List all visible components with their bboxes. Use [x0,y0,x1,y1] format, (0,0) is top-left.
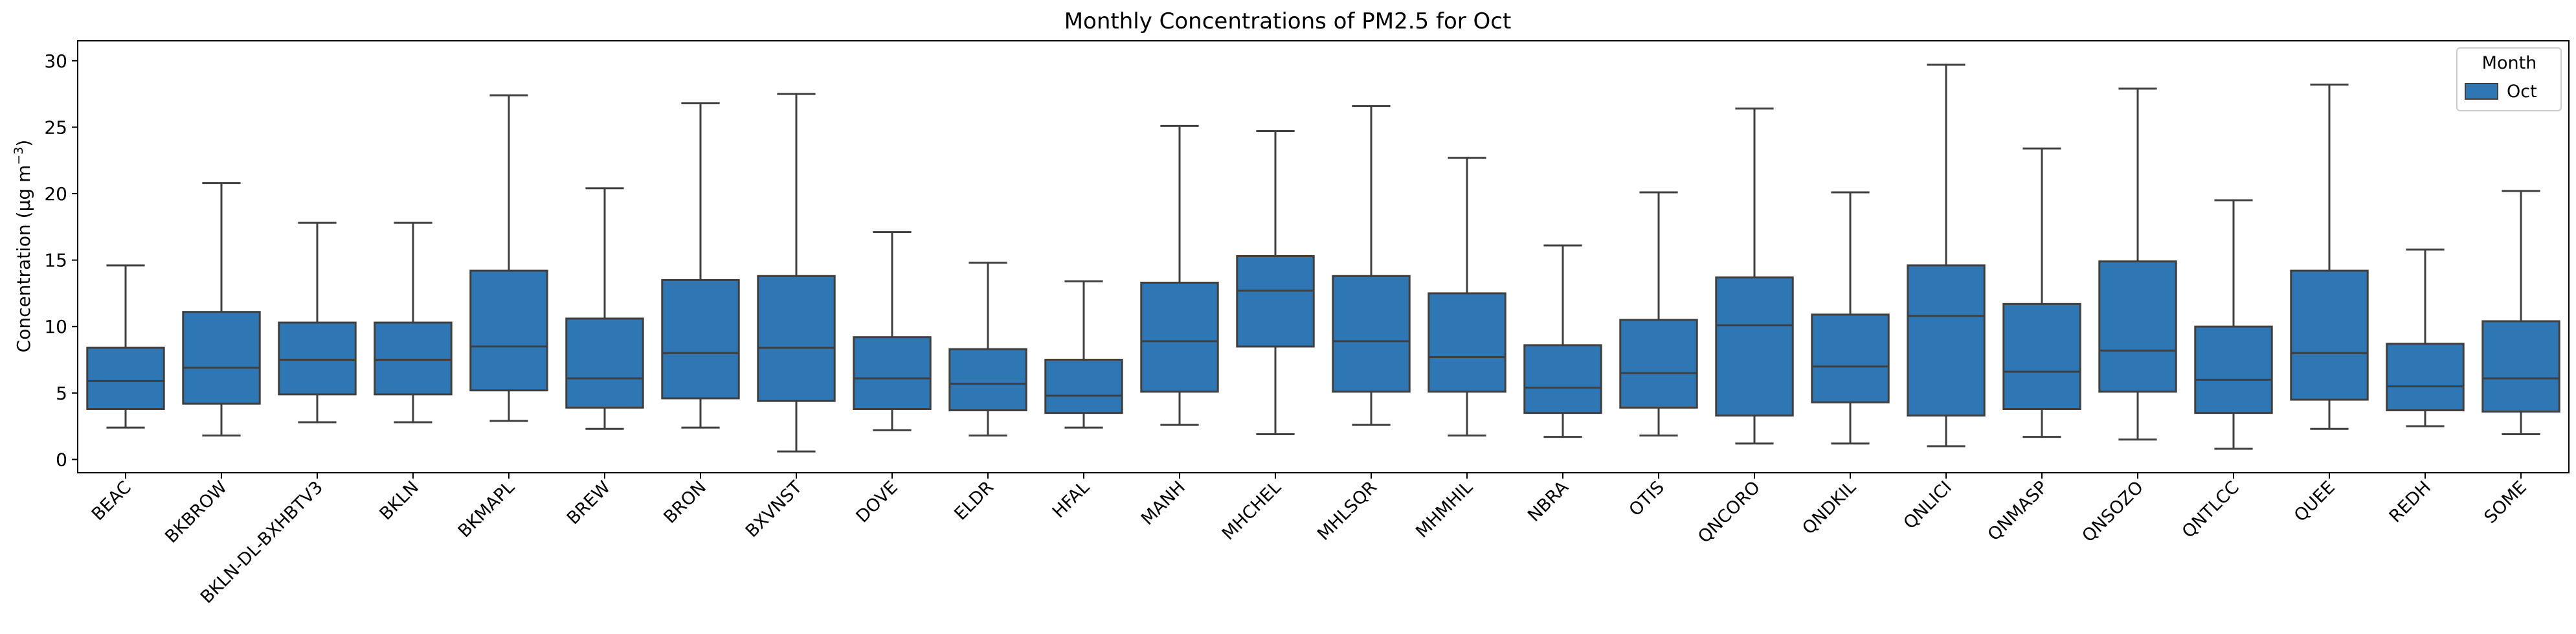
box-qntlcc [2194,199,2273,450]
box-qnlici [1907,63,1986,447]
x-tick-label: OTIS [1626,477,1668,520]
box-dove [853,231,932,431]
x-tick-label: QNTLCC [2178,477,2243,542]
box-manh [1140,124,1219,426]
box-mhchel [1236,130,1315,435]
box-hfal [1044,280,1123,429]
box-bxvnst [757,93,836,453]
legend-swatch-oct [2465,83,2498,100]
box-series-oct [86,63,2560,453]
box-brew [565,187,644,430]
iqr-box [1715,276,1794,417]
iqr-box [1428,292,1506,393]
x-tick-label: MANH [1137,477,1189,529]
box-bron [661,102,740,429]
iqr-box [469,269,548,392]
iqr-box [1044,359,1123,414]
x-tick-label: BKMAPL [454,477,519,541]
box-qncoro [1715,108,1794,445]
legend: Month Oct [2456,47,2562,111]
y-axis-label-sup: −3 [12,147,26,165]
y-axis-label-main: Concentration (μg m [13,165,34,353]
box-bkmapl [469,94,548,422]
iqr-box [86,346,165,410]
x-tick-label: BKLN [375,477,422,524]
x-tick-label: BRON [660,477,710,528]
y-tick-label: 0 [56,449,67,470]
iqr-box [2194,325,2273,414]
iqr-box [2481,320,2560,413]
x-tick-label: BXVNST [742,477,807,542]
box-otis [1619,191,1698,437]
iqr-box [1523,344,1602,414]
legend-title: Month [2482,53,2537,73]
box-qndkil [1811,191,1890,445]
iqr-box [1811,313,1890,403]
iqr-box [1619,319,1698,409]
y-axis: 0 5 10 15 20 25 30 [44,51,78,470]
box-qnmasp [2002,147,2081,438]
x-tick-label: BREW [563,477,614,528]
x-tick-label: MHCHEL [1218,477,1285,544]
y-tick-label: 5 [56,383,67,404]
iqr-box [182,311,261,405]
iqr-box [374,321,453,396]
iqr-box [757,275,836,402]
iqr-box [2002,302,2081,410]
y-tick-label: 10 [44,316,67,337]
x-tick-label: REDH [2386,477,2435,526]
iqr-box [2386,343,2465,412]
x-tick-label: BEAC [88,477,135,525]
iqr-box [1140,282,1219,393]
box-mhmhil [1428,157,1506,437]
box-bkbrow [182,182,261,437]
y-axis-label-close: ) [13,140,34,147]
box-quee [2290,84,2369,430]
x-tick-label: QNDKIL [1798,477,1860,539]
iqr-box [2098,260,2177,393]
legend-entry-oct: Oct [2507,82,2537,102]
iqr-box [278,321,357,396]
x-tick-label: DOVE [853,477,902,526]
x-tick-label: QNMASP [1984,477,2052,545]
iqr-box [661,278,740,400]
x-tick-label: BKBROW [161,477,231,547]
iqr-box [2290,269,2369,401]
x-tick-label: QNLICI [1899,477,1955,533]
x-tick-label: MHMHIL [1412,477,1477,542]
iqr-box [948,348,1027,412]
y-tick-label: 25 [44,117,67,138]
x-tick-label: SOME [2480,477,2531,528]
box-bkln-dl-bxhbtv3 [278,221,357,424]
chart-title: Monthly Concentrations of PM2.5 for Oct [1064,8,1512,34]
x-tick-label: QUEE [2290,477,2339,526]
plot-frame [77,40,2570,473]
y-tick-label: 20 [44,183,67,205]
box-qnsozo [2098,87,2177,441]
iqr-box [1236,255,1315,348]
box-bkln [374,221,453,424]
x-tick-label: MHLSQR [1314,477,1381,545]
y-tick-label: 30 [44,51,67,72]
iqr-box [565,317,644,409]
x-tick-label: ELDR [950,477,998,525]
y-tick-label: 15 [44,250,67,271]
box-mhlsqr [1332,105,1411,426]
iqr-box [1332,275,1411,393]
x-tick-label: QNSOZO [2078,477,2147,546]
box-nbra [1523,244,1602,438]
x-tick-label: QNCORO [1694,477,1764,547]
x-tick-label: NBRA [1524,477,1573,526]
box-beac [86,264,165,429]
box-redh [2386,248,2465,427]
y-axis-label: Concentration (μg m−3) [12,140,34,353]
iqr-box [853,336,932,410]
box-eldr [948,262,1027,437]
box-some [2481,190,2560,435]
iqr-box [1907,264,1986,417]
x-tick-label: HFAL [1049,477,1093,522]
